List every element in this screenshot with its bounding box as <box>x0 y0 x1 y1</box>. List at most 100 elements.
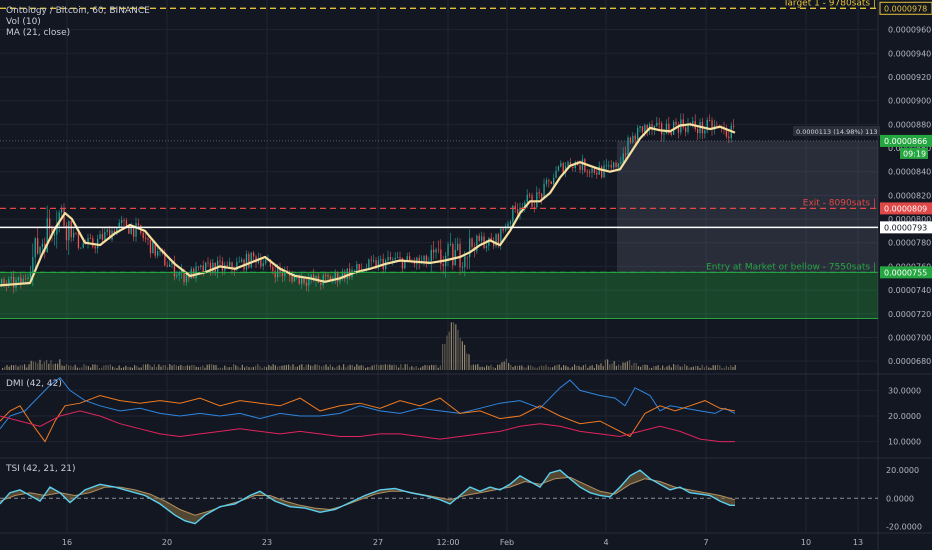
candle-body <box>39 246 41 254</box>
candle-body <box>92 238 94 247</box>
candle-body <box>593 168 596 173</box>
volume-bar <box>492 367 494 370</box>
volume-bar <box>26 367 28 370</box>
candle-body <box>601 166 603 178</box>
volume-bar <box>464 344 466 370</box>
candle-body <box>121 220 123 223</box>
tsi-tick: -20.0000 <box>886 522 922 531</box>
candle-body <box>598 166 600 175</box>
volume-bar <box>94 364 96 370</box>
candle-body <box>339 278 341 282</box>
volume-bar <box>175 365 177 370</box>
volume-bar <box>116 367 118 370</box>
volume-bar <box>318 365 320 370</box>
volume-bar <box>83 364 85 370</box>
volume-bar <box>503 361 505 370</box>
volume-bar <box>373 364 375 370</box>
volume-bar <box>651 367 653 370</box>
candle-body <box>327 275 329 277</box>
price-tick: 0.0000800 <box>888 215 931 224</box>
volume-bar <box>387 364 389 370</box>
volume-bar <box>367 367 369 370</box>
dmi-tick: 10.0000 <box>888 438 921 447</box>
volume-bar <box>411 366 413 370</box>
volume-bar <box>442 343 444 370</box>
volume-bar <box>629 360 631 370</box>
candle-body <box>497 234 500 245</box>
candle-body <box>274 271 276 278</box>
candle-body <box>656 122 658 126</box>
candle-body <box>553 178 555 184</box>
badge-entry-bg <box>880 266 932 279</box>
volume-bar <box>107 365 109 370</box>
volume-bar <box>57 363 59 370</box>
time-tick: 23 <box>262 538 272 547</box>
volume-bar <box>68 365 70 370</box>
candle-body <box>373 260 375 262</box>
volume-bar <box>459 337 461 370</box>
candle-body <box>118 222 120 228</box>
candle-body <box>399 257 401 259</box>
candle-body <box>430 249 432 262</box>
volume-bar <box>433 365 435 370</box>
volume-bar <box>17 366 19 370</box>
volume-bar <box>560 367 562 370</box>
volume-bar <box>455 324 457 370</box>
candle-body <box>178 272 180 275</box>
candle-body <box>579 165 581 170</box>
volume-bar <box>545 364 547 370</box>
volume-bar <box>371 365 373 370</box>
candle-body <box>51 227 53 236</box>
candle-body <box>663 133 665 135</box>
volume-bar <box>596 364 598 370</box>
candle-body <box>80 247 82 249</box>
volume-bar <box>633 362 635 370</box>
measure-label-bg <box>793 126 880 136</box>
volume-bar <box>468 354 470 370</box>
candle-body <box>49 218 51 228</box>
volume-bar <box>536 367 538 370</box>
candle-body <box>231 262 233 269</box>
volume-bar <box>28 364 30 370</box>
volume-bar <box>224 365 226 370</box>
volume-bar <box>90 367 92 370</box>
badge-exit-text: 0.0000809 <box>884 204 927 213</box>
candle-body <box>728 136 730 139</box>
candle-body <box>322 275 324 286</box>
volume-bar <box>563 365 565 370</box>
volume-bar <box>723 367 725 370</box>
volume-bar <box>54 363 56 370</box>
volume-bar <box>96 364 98 370</box>
volume-bar <box>21 365 23 370</box>
badge-target-text: 0.0000978 <box>884 4 927 13</box>
volume-bar <box>635 363 637 370</box>
volume-bar <box>285 365 287 370</box>
candle-body <box>514 205 516 210</box>
volume-bar <box>706 365 708 370</box>
volume-bar <box>246 365 248 370</box>
time-axis: 16 20 23 27 12:00 Feb 4 7 10 13 <box>62 538 863 547</box>
volume-bar <box>477 364 479 370</box>
volume-bar <box>92 364 94 370</box>
volume-bar <box>395 365 397 370</box>
candle-body <box>137 223 140 226</box>
volume-bar <box>420 367 422 370</box>
volume-bar <box>226 367 228 370</box>
volume-bar <box>250 367 252 370</box>
volume-bar <box>37 363 39 370</box>
candle-body <box>387 257 389 261</box>
volume-bar <box>362 365 364 370</box>
candle-body <box>169 264 171 267</box>
time-tick: 7 <box>703 538 708 547</box>
candle-body <box>512 205 514 222</box>
candle-body <box>25 278 27 280</box>
volume-bar <box>158 364 160 370</box>
volume-bar <box>98 367 100 370</box>
candle-body <box>457 243 459 250</box>
volume-bar <box>85 365 87 370</box>
volume-bar <box>558 364 560 370</box>
volume-bar <box>277 366 279 370</box>
candle-body <box>125 220 128 229</box>
volume-bar <box>325 364 327 370</box>
